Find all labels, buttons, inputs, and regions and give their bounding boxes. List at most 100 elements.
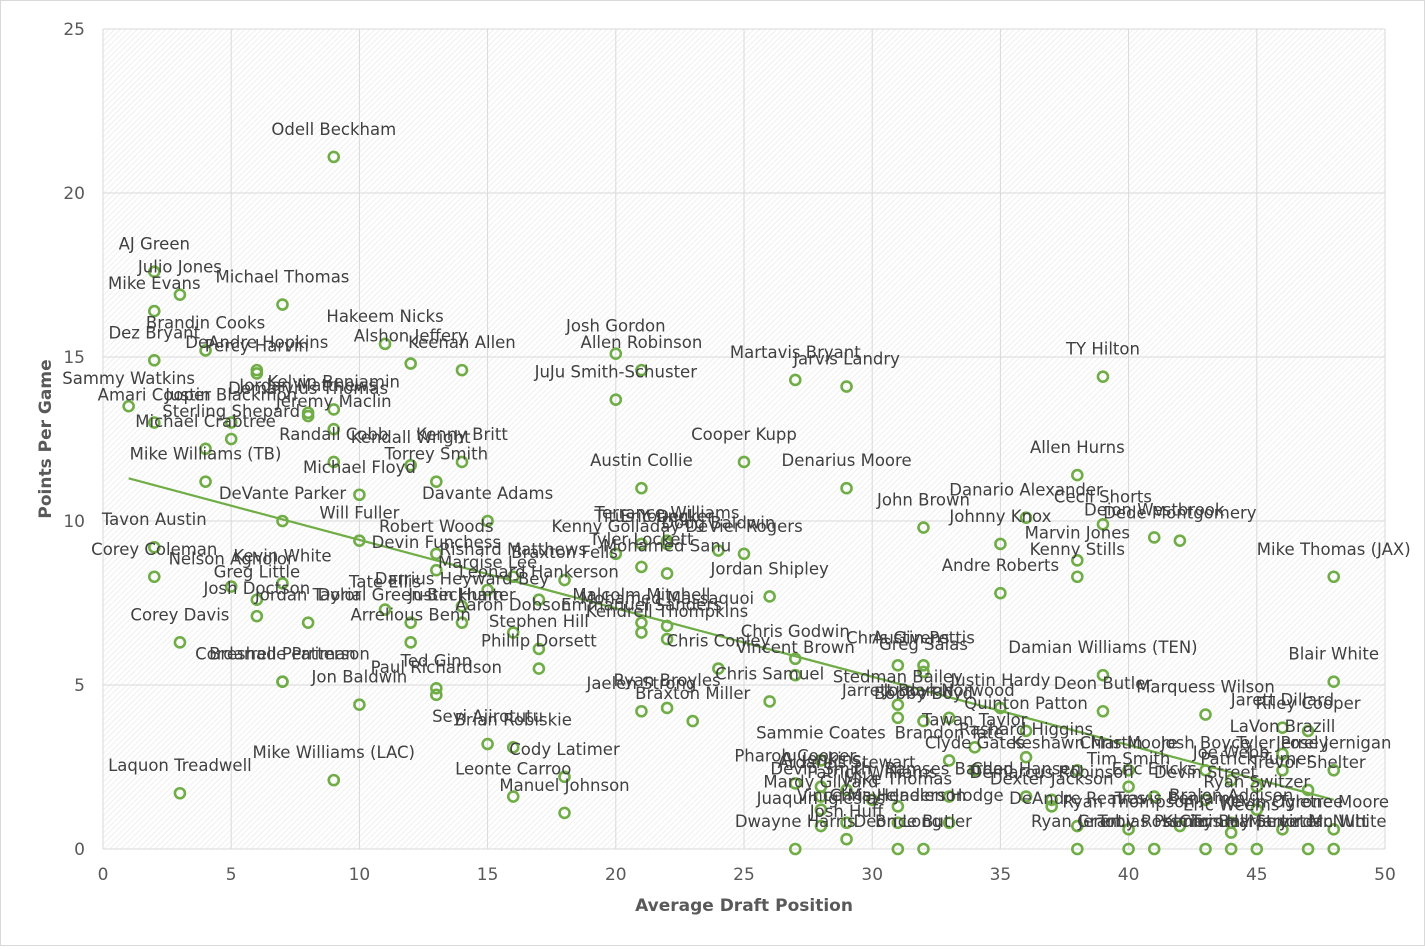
point-label: Andre Roberts — [942, 556, 1059, 575]
point-label: AJ Jenkins — [781, 750, 861, 769]
data-point — [199, 475, 212, 488]
point-label: Damian Williams (TEN) — [1008, 638, 1197, 657]
data-point — [1096, 704, 1110, 718]
data-point — [865, 793, 879, 807]
point-label: DeAndre Reaves — [1009, 789, 1145, 808]
point-label: Austin Collie — [590, 451, 693, 470]
point-label: Devin Smith — [770, 760, 871, 779]
point-label: Mardy Gilyard — [763, 773, 878, 792]
point-label: Chris Harper — [1179, 812, 1283, 831]
point-label: Mike Williams (LAC) — [253, 743, 415, 762]
data-point — [917, 714, 930, 728]
point-label: Josh Boyce — [1160, 733, 1251, 752]
data-point — [199, 442, 212, 456]
point-label: Sammy Watkins — [62, 369, 195, 388]
point-label: Chad Hansen — [971, 760, 1081, 779]
point-label: Hakeem Nicks — [326, 307, 443, 326]
data-point — [1276, 747, 1289, 761]
data-point — [891, 698, 905, 711]
point-label: Paul Richardson — [371, 658, 502, 677]
point-label: Tyrone Moore — [1277, 792, 1389, 811]
y-tick-label: 0 — [74, 840, 85, 860]
point-label: Justin Blackmon — [164, 386, 297, 405]
point-label: Chris Henderson — [829, 786, 966, 805]
data-point — [224, 432, 238, 446]
point-label: Julio Jones — [137, 258, 222, 277]
data-point — [737, 547, 751, 561]
data-point — [635, 481, 648, 495]
point-label: Stedman Bailey — [833, 668, 963, 687]
data-point — [506, 570, 520, 584]
point-label: Ardarius Stewart — [778, 753, 917, 772]
point-label: Michael Crabtree — [135, 412, 276, 431]
point-label: Chris Givens — [846, 628, 950, 647]
data-point — [1096, 668, 1110, 682]
point-label: John Brown — [876, 491, 970, 510]
point-label: Ryan Thompson — [1062, 792, 1194, 811]
data-point — [301, 616, 315, 629]
x-tick-label: 20 — [605, 865, 627, 885]
data-point — [788, 842, 802, 856]
data-point — [788, 668, 802, 682]
data-point — [635, 363, 648, 377]
data-point — [1122, 780, 1135, 793]
point-label: TY Hilton — [1065, 340, 1140, 359]
data-point — [891, 711, 905, 725]
point-label: Mike Thomas — [844, 769, 953, 788]
point-label: Manuel Johnson — [499, 776, 629, 795]
data-point — [1199, 842, 1212, 856]
data-point — [327, 150, 341, 164]
point-label: Greg Little — [214, 563, 301, 582]
point-label: Deon Butler — [1054, 674, 1153, 693]
data-point — [1224, 842, 1238, 856]
data-point — [635, 560, 648, 574]
point-label: Davante Adams — [422, 484, 553, 503]
data-point — [1250, 842, 1264, 856]
point-label: Breshad Perriman — [209, 645, 356, 664]
point-label: Eric Weems — [1183, 796, 1279, 815]
data-point — [788, 652, 802, 666]
point-label: Robert Woods — [379, 517, 494, 536]
data-point — [173, 636, 187, 649]
point-label: Cody Latimer — [509, 740, 620, 759]
point-label: Patrick Turner — [1200, 750, 1313, 769]
data-point — [506, 790, 520, 803]
data-point — [814, 803, 828, 816]
point-label: Ryan Broyles — [614, 671, 721, 690]
point-label: Aaron Dobson — [455, 596, 571, 615]
data-point — [1327, 675, 1341, 689]
data-point — [1301, 842, 1315, 856]
gridlines — [102, 28, 1386, 850]
data-point — [276, 577, 289, 590]
point-label: Pharoh Cooper — [734, 746, 856, 765]
point-label: Bobby Boyd — [874, 684, 973, 703]
data-point — [1045, 793, 1058, 807]
point-label: Quinton Patton — [964, 694, 1088, 713]
data-point — [224, 580, 238, 593]
tick-labels: 0 5 10 15 20 25 30 35 40 45 50 0 5 10 15 20 25 — [63, 20, 1395, 885]
data-point — [147, 353, 161, 367]
point-label: Mike Thomas (JAX) — [1257, 540, 1411, 559]
data-point — [147, 570, 161, 584]
point-label: Michael Thomas — [216, 268, 350, 287]
point-label: Deon Long — [854, 812, 943, 831]
point-label: Greg Salas — [879, 635, 968, 654]
y-tick-label: 20 — [63, 184, 85, 204]
point-label: Keshawn Martin — [1012, 733, 1143, 752]
data-point — [430, 475, 443, 488]
data-point — [891, 800, 905, 813]
data-point — [276, 514, 289, 528]
data-point — [635, 704, 648, 718]
data-point — [788, 777, 802, 790]
data-point — [814, 819, 828, 833]
point-label: Mohamed Massaquoi — [580, 589, 754, 608]
x-tick-label: 25 — [733, 865, 755, 885]
point-label: Leonard Hankerson — [459, 563, 619, 582]
x-tick-label: 40 — [1118, 865, 1140, 885]
point-label: DeVier Rogers — [685, 517, 802, 536]
data-point — [327, 403, 341, 416]
data-point — [250, 593, 264, 607]
point-label: Eric Ericks — [1112, 760, 1197, 779]
point-label: Devin Funchess — [372, 533, 501, 552]
data-point — [609, 347, 623, 361]
